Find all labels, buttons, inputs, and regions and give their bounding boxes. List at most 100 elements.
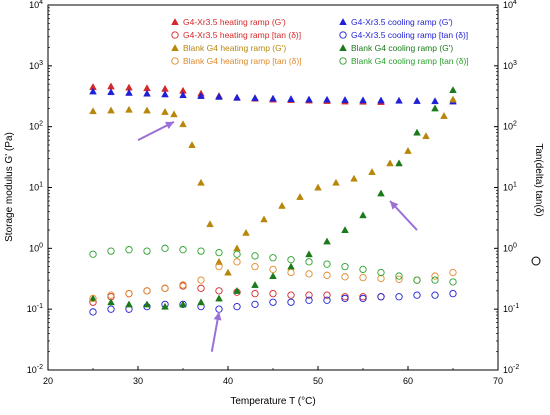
data-point-triangle xyxy=(242,228,250,236)
data-point-triangle xyxy=(440,112,448,119)
data-point-triangle xyxy=(413,128,421,136)
left-axis-ticks: 10-2 10-1 100 101 102 103 104 xyxy=(27,0,52,375)
data-point-circle xyxy=(89,250,97,258)
y-tick-label-right: 101 xyxy=(503,182,517,193)
data-point-circle xyxy=(377,268,385,277)
y-tick-label-right: 104 xyxy=(503,0,517,10)
data-point-circle xyxy=(107,305,115,313)
series-group xyxy=(89,86,457,310)
y-tick-label-left: 101 xyxy=(29,182,43,193)
x-tick-label: 30 xyxy=(133,376,143,386)
data-point-triangle xyxy=(197,298,205,306)
data-point-triangle xyxy=(179,120,187,128)
y-tick-label-right: 10-1 xyxy=(503,303,519,314)
y-tick-label-left: 103 xyxy=(29,60,43,71)
data-point-triangle xyxy=(143,89,151,97)
data-point-circle xyxy=(359,265,367,274)
data-point-triangle xyxy=(197,92,205,99)
data-point-circle xyxy=(197,284,205,292)
legend-label: G4-Xr3.5 cooling ramp [tan (δ)] xyxy=(351,30,468,40)
data-point-triangle xyxy=(161,107,169,115)
data-point-circle xyxy=(89,308,97,316)
data-point-triangle xyxy=(449,86,457,94)
data-point-triangle xyxy=(350,174,358,182)
data-point-triangle xyxy=(251,94,259,102)
data-point-triangle xyxy=(377,189,385,197)
data-point-triangle xyxy=(170,110,178,118)
legend-label: Blank G4 cooling ramp [tan (δ)] xyxy=(351,56,469,66)
data-point-circle xyxy=(161,244,169,252)
legend-label: G4-Xr3.5 cooling ramp (G') xyxy=(351,17,453,27)
legend-circle-icon xyxy=(339,31,347,39)
data-point-triangle xyxy=(278,201,286,209)
data-point-circle xyxy=(269,298,277,306)
data-point-circle xyxy=(287,291,295,299)
y-tick-label-left: 100 xyxy=(29,242,43,253)
data-point-triangle xyxy=(233,93,241,101)
data-point-triangle xyxy=(125,105,133,113)
data-point-triangle xyxy=(449,95,457,103)
data-point-circle xyxy=(341,262,349,271)
data-point-circle xyxy=(269,265,277,274)
x-tick-label: 40 xyxy=(223,376,233,386)
data-point-triangle xyxy=(125,300,133,308)
data-point-triangle xyxy=(206,220,214,228)
data-point-circle xyxy=(305,296,313,304)
data-point-circle xyxy=(269,289,277,298)
legend-label: Blank G4 heating ramp (G') xyxy=(183,43,286,53)
data-point-circle xyxy=(251,252,259,260)
data-point-triangle xyxy=(179,91,187,99)
data-point-circle xyxy=(395,272,403,280)
data-point-circle xyxy=(233,302,241,311)
data-point-triangle xyxy=(386,159,394,167)
data-point-circle xyxy=(251,289,259,298)
data-point-circle xyxy=(395,275,403,283)
data-point-triangle xyxy=(197,178,205,186)
data-point-circle xyxy=(107,291,115,299)
data-point-circle xyxy=(359,273,367,282)
annotation-arrow-head xyxy=(165,121,174,130)
data-point-circle xyxy=(215,262,223,271)
data-point-circle xyxy=(305,258,313,266)
data-point-circle xyxy=(143,247,151,255)
series-group xyxy=(89,87,457,105)
data-point-triangle xyxy=(422,132,430,140)
x-axis-label: Temperature T (°C) xyxy=(230,396,315,407)
x-tick-label: 70 xyxy=(493,376,503,386)
data-point-triangle xyxy=(323,95,331,103)
y-tick-label-left: 10-2 xyxy=(27,364,43,375)
data-point-triangle xyxy=(287,95,295,102)
data-point-circle xyxy=(413,291,421,299)
legend-circle-icon xyxy=(171,31,179,39)
legend-label: Blank G4 heating ramp [tan (δ)] xyxy=(183,56,302,66)
data-point-triangle xyxy=(260,215,268,223)
data-point-triangle xyxy=(143,300,151,308)
data-point-circle xyxy=(341,273,349,281)
data-point-triangle xyxy=(89,87,97,95)
plot-area xyxy=(47,4,499,371)
data-point-triangle xyxy=(341,226,349,233)
data-point-triangle xyxy=(188,141,196,148)
data-point-triangle xyxy=(404,146,412,154)
legend-label: Blank G4 cooling ramp (G') xyxy=(351,43,453,53)
data-point-circle xyxy=(323,271,331,279)
data-point-circle xyxy=(233,258,241,266)
data-point-circle xyxy=(215,248,223,257)
annotation-arrows xyxy=(137,120,418,352)
x-tick-label: 60 xyxy=(403,376,413,386)
data-point-triangle xyxy=(269,272,277,280)
y-tick-label-right: 102 xyxy=(503,121,517,132)
data-point-circle xyxy=(305,270,313,278)
data-point-triangle xyxy=(323,237,331,245)
data-point-triangle xyxy=(107,88,115,96)
data-point-triangle xyxy=(89,107,97,115)
data-point-triangle xyxy=(107,298,115,306)
data-point-triangle xyxy=(233,286,241,294)
data-point-circle xyxy=(179,246,187,254)
data-point-triangle xyxy=(224,268,232,276)
data-point-circle xyxy=(323,296,331,304)
data-point-triangle xyxy=(431,97,439,105)
data-point-triangle xyxy=(107,106,115,114)
legend-triangle-icon xyxy=(171,44,179,51)
